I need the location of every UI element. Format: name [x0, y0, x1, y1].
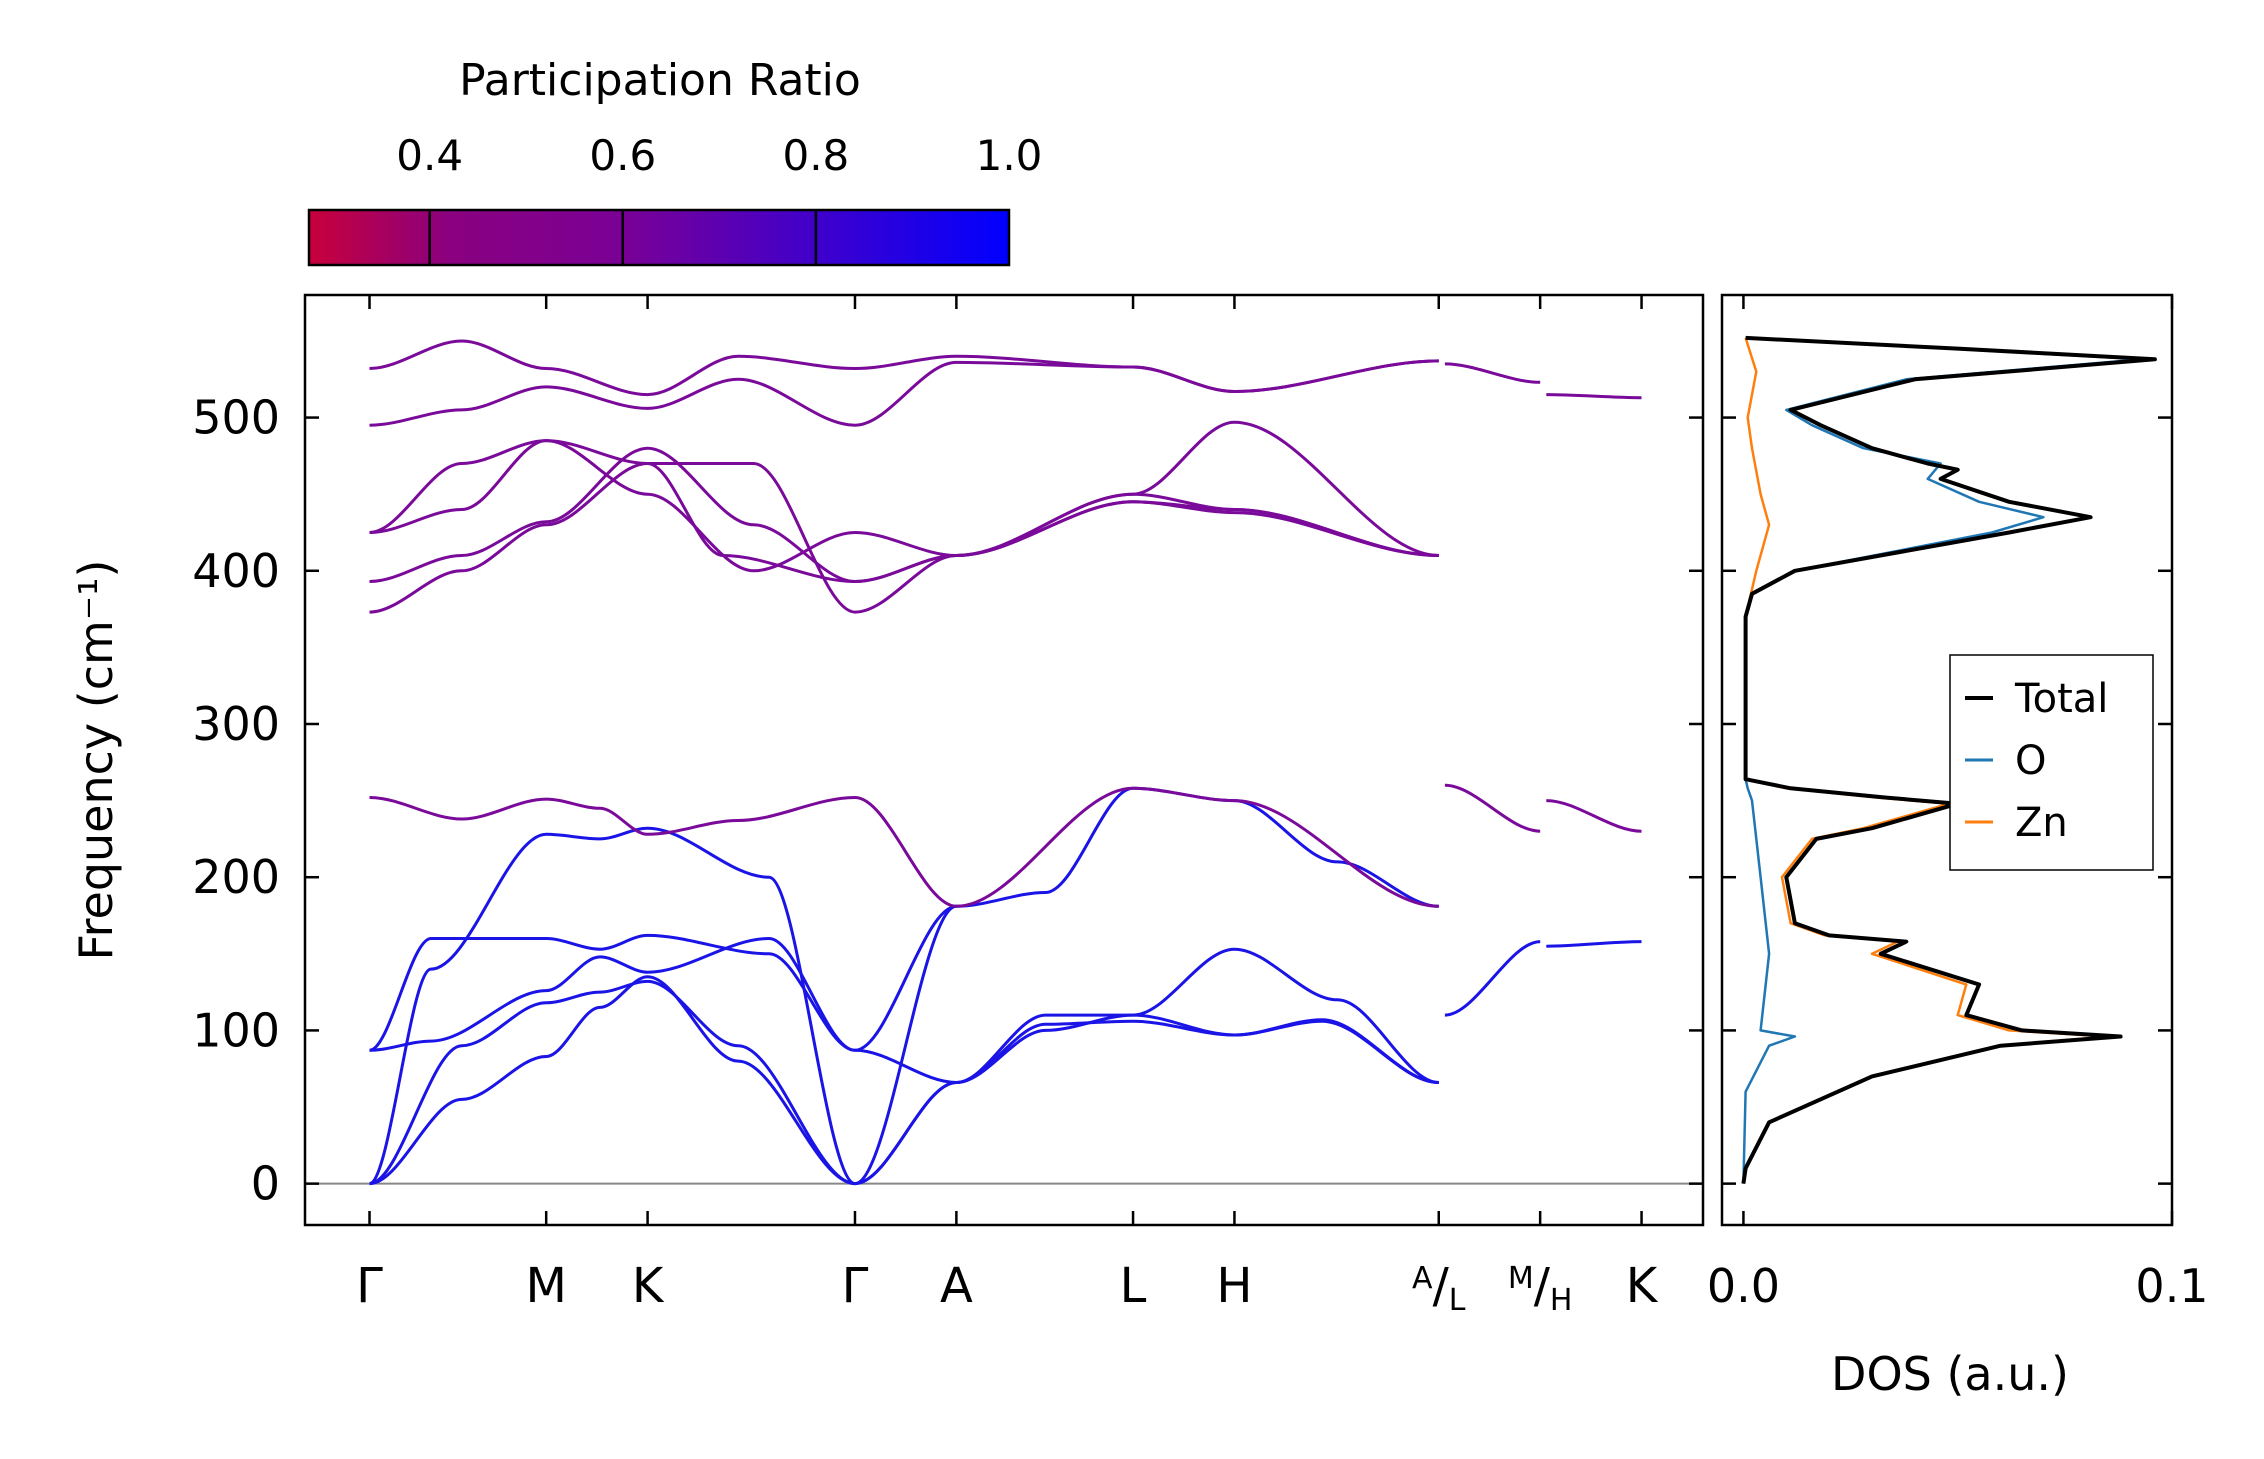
- dos-x-tick-label: 0.0: [1707, 1259, 1780, 1313]
- kpoint-label: Γ: [356, 1258, 383, 1314]
- band-line: [369, 420, 1439, 614]
- dos-x-tick-label: 0.1: [2135, 1259, 2208, 1313]
- band-y-tick-label: 200: [192, 850, 280, 904]
- dos-axes-frame: [1720, 293, 2174, 1227]
- band-line: [1546, 940, 1642, 948]
- kpoint-label: A/L: [1412, 1258, 1466, 1318]
- legend-box: [1949, 654, 2154, 871]
- band-lines: [368, 339, 1642, 1186]
- band-line: [1444, 783, 1541, 833]
- kpoint-label-slash: /: [1433, 1258, 1450, 1314]
- legend-o-label: O: [2015, 738, 2046, 784]
- colorbar-tick-label: 0.8: [782, 131, 849, 180]
- band-y-tick-label: 500: [192, 391, 280, 445]
- kpoint-label: M/H: [1508, 1258, 1573, 1318]
- dos-lines: [1741, 335, 2157, 1184]
- band-y-ticks: 0 100 200 300 400 500: [192, 391, 1703, 1211]
- kpoint-label-slash: /: [1534, 1258, 1551, 1314]
- band-y-tick-label: 300: [192, 697, 280, 751]
- dos-ticks: 0.0 0.1: [1707, 295, 2209, 1313]
- kpoint-label-super: M: [1508, 1261, 1534, 1296]
- kpoint-label-sub: H: [1550, 1283, 1573, 1318]
- band-y-tick-label: 0: [251, 1157, 280, 1211]
- band-line: [369, 446, 1439, 584]
- dos-panel: 0.0 0.1 DOS (a.u.) Total O Zn: [1707, 293, 2209, 1401]
- dos-x-axis-label: DOS (a.u.): [1831, 1347, 2069, 1401]
- band-line: [369, 786, 1439, 1052]
- colorbar-tick-label: 0.4: [396, 131, 463, 180]
- kpoint-label: A: [940, 1258, 973, 1314]
- kpoint-label: K: [632, 1258, 665, 1314]
- colorbar-tick-labels: 0.4 0.6 0.8 1.0: [396, 131, 1042, 180]
- kpoint-label: H: [1216, 1258, 1252, 1314]
- band-line: [369, 439, 1439, 573]
- colorbar: [307, 208, 1011, 267]
- kpoint-label-sub: L: [1449, 1283, 1466, 1318]
- band-line: [1546, 799, 1642, 833]
- band-line: [369, 933, 1439, 1085]
- band-y-tick-label: 400: [192, 544, 280, 598]
- band-line: [369, 339, 1439, 397]
- colorbar-ticks: [428, 210, 818, 265]
- band-line: [1546, 393, 1642, 400]
- colorbar-title: Participation Ratio: [459, 55, 861, 106]
- dos-line-total: [1741, 335, 2157, 1184]
- band-x-ticks: Γ M K Γ A L H A/LM/H K: [356, 295, 1659, 1318]
- band-axes-frame: [303, 293, 1705, 1227]
- kpoint-label: K: [1626, 1258, 1659, 1314]
- legend-total-label: Total: [2014, 676, 2108, 722]
- band-line: [1444, 362, 1541, 384]
- band-line: [369, 439, 1439, 584]
- kpoint-label: M: [525, 1258, 566, 1314]
- kpoint-label-super: A: [1412, 1261, 1433, 1296]
- band-line: [1444, 940, 1541, 1017]
- band-line: [369, 359, 1439, 427]
- colorbar-tick-label: 0.6: [589, 131, 656, 180]
- legend-zn-label: Zn: [2015, 800, 2068, 846]
- band-line: [368, 826, 957, 1186]
- band-line: [369, 979, 1439, 1186]
- band-y-tick-label: 100: [192, 1003, 280, 1057]
- colorbar-tick-label: 1.0: [976, 131, 1043, 180]
- dos-legend: Total O Zn: [1949, 654, 2154, 871]
- band-line: [369, 786, 1439, 908]
- kpoint-label: L: [1120, 1258, 1147, 1314]
- band-y-axis-label: Frequency (cm⁻¹): [69, 560, 123, 961]
- kpoint-label: Γ: [842, 1258, 869, 1314]
